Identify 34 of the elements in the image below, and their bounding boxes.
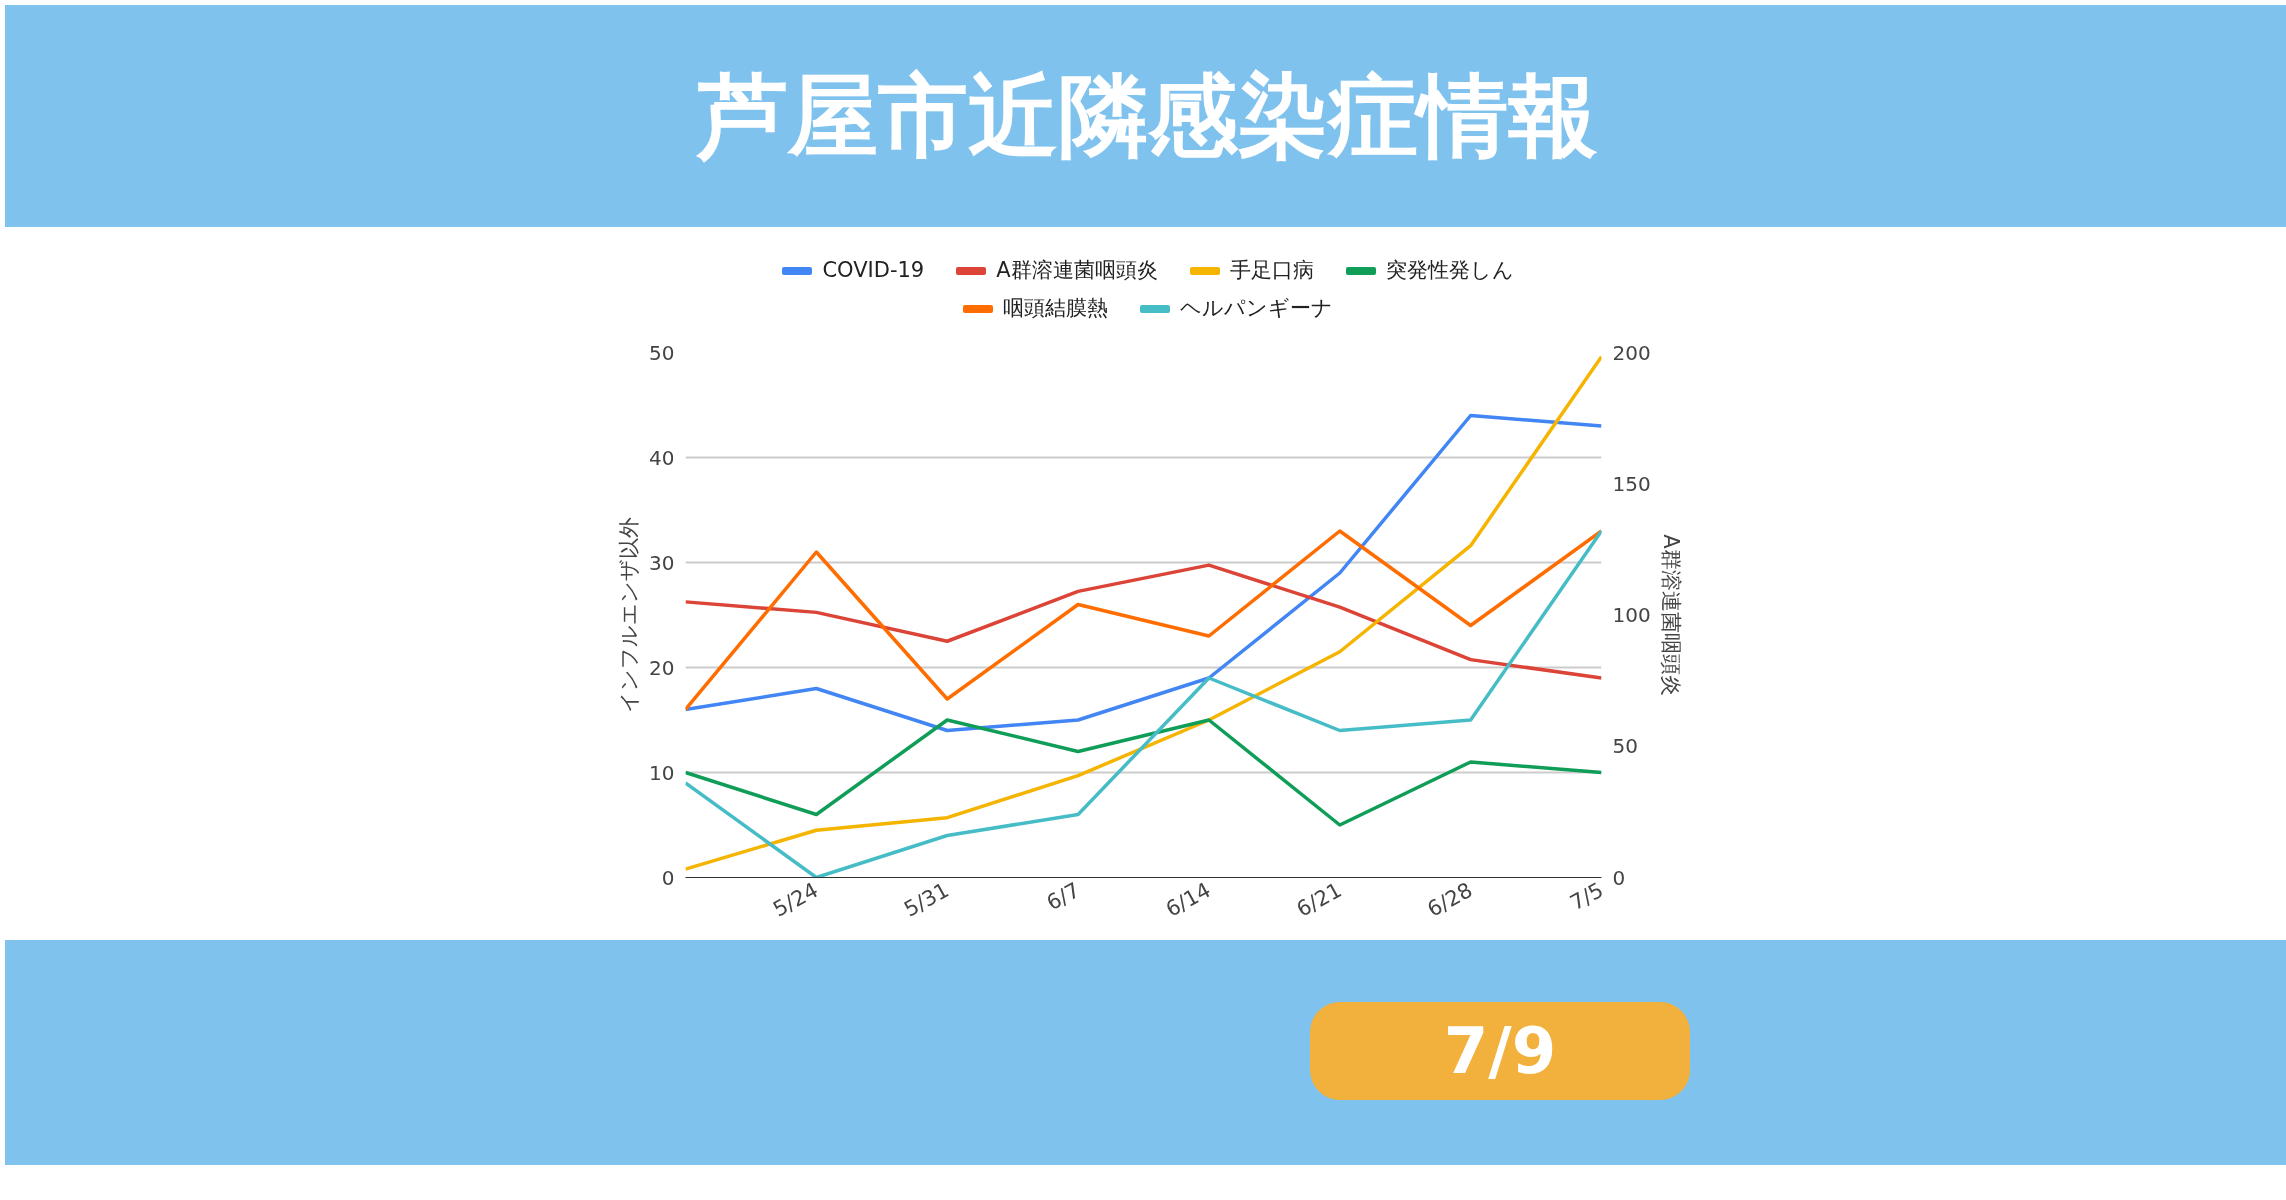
- line-series: [685, 563, 1602, 680]
- legend-label: 手足口病: [1228, 257, 1314, 284]
- line-series: [685, 718, 1602, 827]
- y-tick-label: 50: [649, 340, 675, 365]
- y2-tick-label: 0: [1612, 865, 1626, 890]
- legend-label: COVID-19: [821, 257, 925, 284]
- chart-title: 芦屋市近隣感染症情報: [698, 62, 1598, 170]
- x-tick-label: 6/7: [1042, 877, 1084, 916]
- line-series: [685, 354, 1602, 871]
- y-tick-label: 30: [649, 550, 675, 575]
- y2-axis-title: A群溶連菌咽頭炎: [1658, 534, 1683, 696]
- legend-label: 咽頭結膜熱: [1002, 295, 1108, 322]
- x-tick-label: 5/24: [769, 877, 823, 922]
- text: 7/9: [1310, 1002, 1690, 1100]
- legend-label: 突発性発しん: [1384, 257, 1514, 284]
- y-tick-label: 0: [661, 865, 675, 890]
- x-tick-label: 6/21: [1292, 877, 1346, 922]
- y2-tick-label: 100: [1612, 603, 1651, 627]
- x-tick-label: 7/5: [1566, 877, 1608, 916]
- y-tick-label: 20: [649, 655, 675, 680]
- x-tick-label: 6/28: [1423, 877, 1477, 922]
- line-series: [685, 413, 1602, 733]
- y2-tick-label: 200: [1612, 340, 1651, 365]
- y-tick-label: 10: [649, 760, 675, 785]
- legend-label: ヘルパンギーナ: [1179, 295, 1333, 322]
- y2-tick-label: 150: [1612, 471, 1651, 496]
- line-series: [685, 529, 1602, 878]
- legend-label: A群溶連菌咽頭炎: [995, 257, 1158, 284]
- line-series: [685, 529, 1602, 712]
- y2-tick-label: 50: [1612, 734, 1638, 759]
- y-axis-title: インフルエンザ以外: [617, 517, 642, 713]
- x-tick-label: 6/14: [1161, 877, 1215, 922]
- y-tick-label: 40: [649, 445, 675, 470]
- x-tick-label: 5/31: [900, 877, 953, 922]
